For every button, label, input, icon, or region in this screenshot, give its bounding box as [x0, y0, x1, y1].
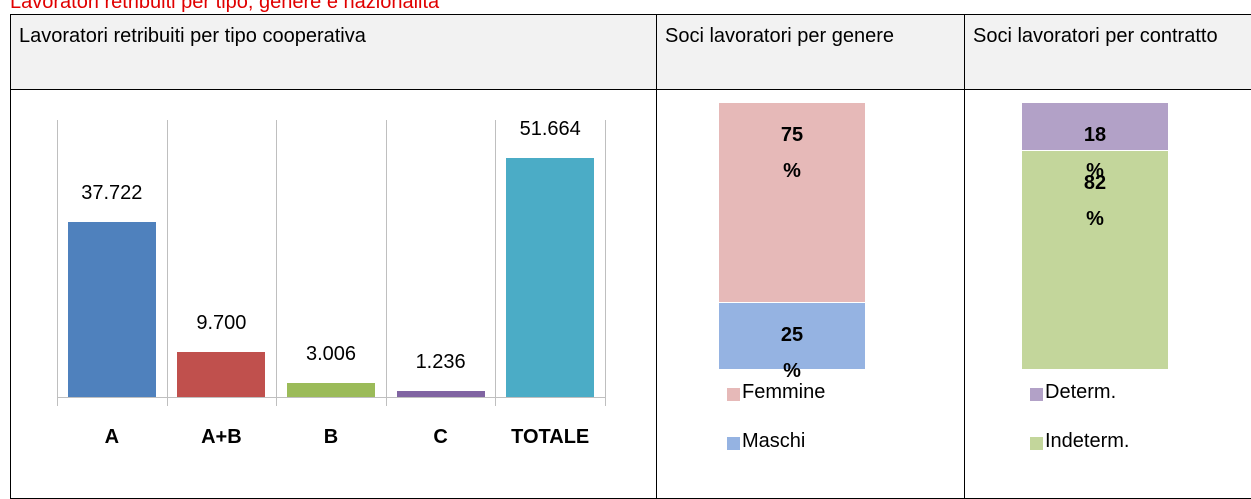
data-label: 18 % — [1083, 124, 1107, 182]
legend-label: Determ. — [1045, 381, 1117, 403]
legend-label: Maschi — [742, 430, 806, 452]
separator — [495, 120, 497, 406]
legend-label: Indeterm. — [1045, 430, 1130, 452]
bar — [396, 391, 485, 397]
bar-segment — [719, 102, 865, 303]
x-tick-label: B — [323, 426, 339, 448]
data-label: 9.700 — [196, 312, 247, 335]
x-tick-label: C — [433, 426, 448, 448]
bar-segment — [1022, 150, 1168, 369]
chart: 37.722 A 9.700 A+B 3.006 B 1.236 C 51.664 TOTALE — [10, 90, 656, 487]
x-axis — [57, 397, 605, 398]
data-label: 75 % — [780, 124, 804, 182]
data-label: 37.722 — [81, 182, 143, 205]
separator — [605, 120, 606, 406]
separator — [385, 120, 387, 406]
data-label: 82 % — [1083, 172, 1107, 231]
separator — [166, 120, 168, 406]
legend-swatch — [727, 388, 740, 401]
header-text: Lavoratori retribuiti per tipo cooperati… — [19, 25, 366, 47]
legend-swatch — [1030, 437, 1043, 450]
bar-segment — [1022, 102, 1168, 151]
legend-label: Femmine — [742, 381, 826, 403]
header-cell: Soci lavoratori per genere — [656, 14, 965, 90]
bar — [67, 222, 156, 397]
caption: Lavoratori retribuiti per tipo, genere e… — [10, 0, 440, 13]
legend-swatch — [1030, 388, 1043, 401]
header-text: Soci lavoratori per genere — [665, 25, 895, 47]
chart: 82 % Indeterm. 18 % Determ. — [964, 90, 1251, 487]
data-label: 1.236 — [415, 351, 466, 374]
x-tick-label: A — [104, 426, 120, 448]
x-tick-label: A+B — [201, 426, 242, 448]
bar — [177, 352, 266, 397]
data-label: 25 % — [780, 324, 804, 383]
header-cell: Soci lavoratori per contratto — [964, 14, 1251, 90]
data-label: 3.006 — [305, 343, 357, 366]
data-label: 51.664 — [519, 117, 581, 140]
page: Lavoratori retribuiti per tipo, genere e… — [10, 0, 1251, 499]
bar — [287, 383, 375, 397]
separator — [276, 120, 278, 406]
legend-swatch — [727, 437, 740, 450]
bar — [506, 157, 595, 397]
x-tick-label: TOTALE — [511, 426, 590, 448]
chart: 25 % Maschi 75 % Femmine — [656, 90, 964, 487]
bar-segment — [719, 302, 865, 369]
header-cell: Lavoratori retribuiti per tipo cooperati… — [10, 14, 657, 90]
header-text: Soci lavoratori per contratto — [973, 25, 1218, 47]
separator — [57, 120, 58, 406]
